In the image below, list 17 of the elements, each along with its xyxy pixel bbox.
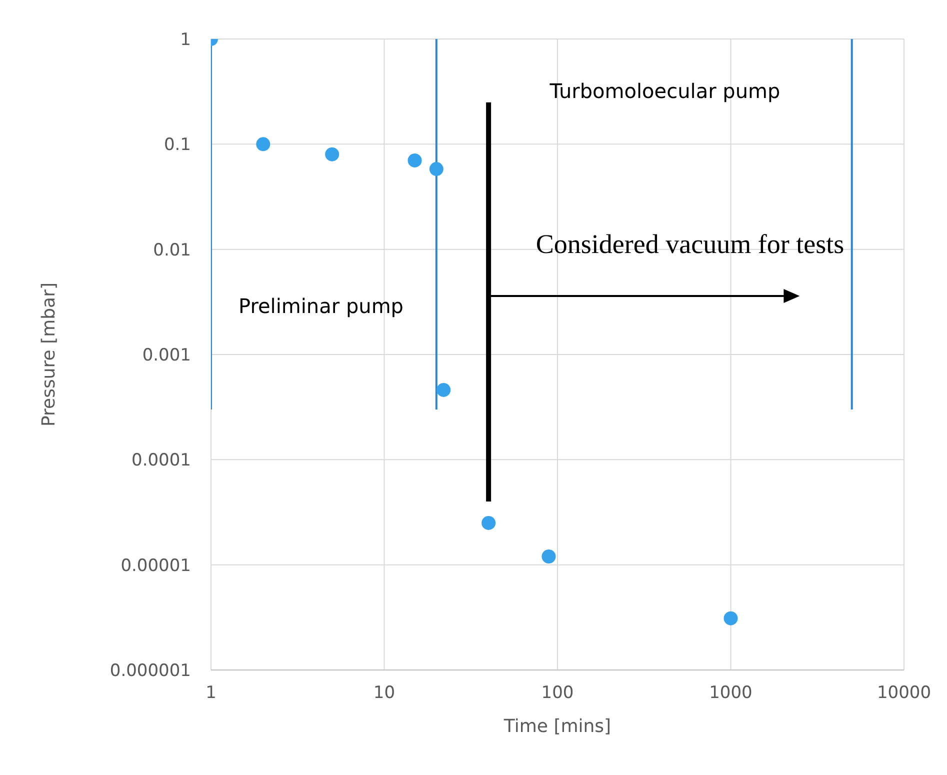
y-tick-label: 0.1	[164, 135, 191, 156]
y-axis-title: Pressure [mbar]	[38, 282, 60, 427]
y-tick-label: 0.00001	[120, 556, 191, 576]
x-tick-label: 1000	[709, 683, 752, 704]
y-tick-label: 1	[180, 30, 191, 50]
y-tick-label: 0.001	[142, 346, 191, 366]
annotation: Considered vacuum for tests	[536, 229, 844, 259]
y-tick-label: 0.0001	[132, 450, 191, 471]
x-tick-label: 1	[206, 683, 216, 704]
y-tick-label: 0.01	[153, 240, 191, 260]
x-tick-label: 10000	[876, 683, 932, 704]
x-tick-label: 100	[541, 683, 574, 704]
x-tick-label: 10	[373, 683, 396, 704]
annotation: Turbomoloecular pump	[548, 79, 780, 103]
x-axis-title: Time [mins]	[502, 716, 612, 737]
y-tick-label: 0.000001	[110, 661, 191, 682]
annotation: Preliminar pump	[238, 294, 404, 318]
